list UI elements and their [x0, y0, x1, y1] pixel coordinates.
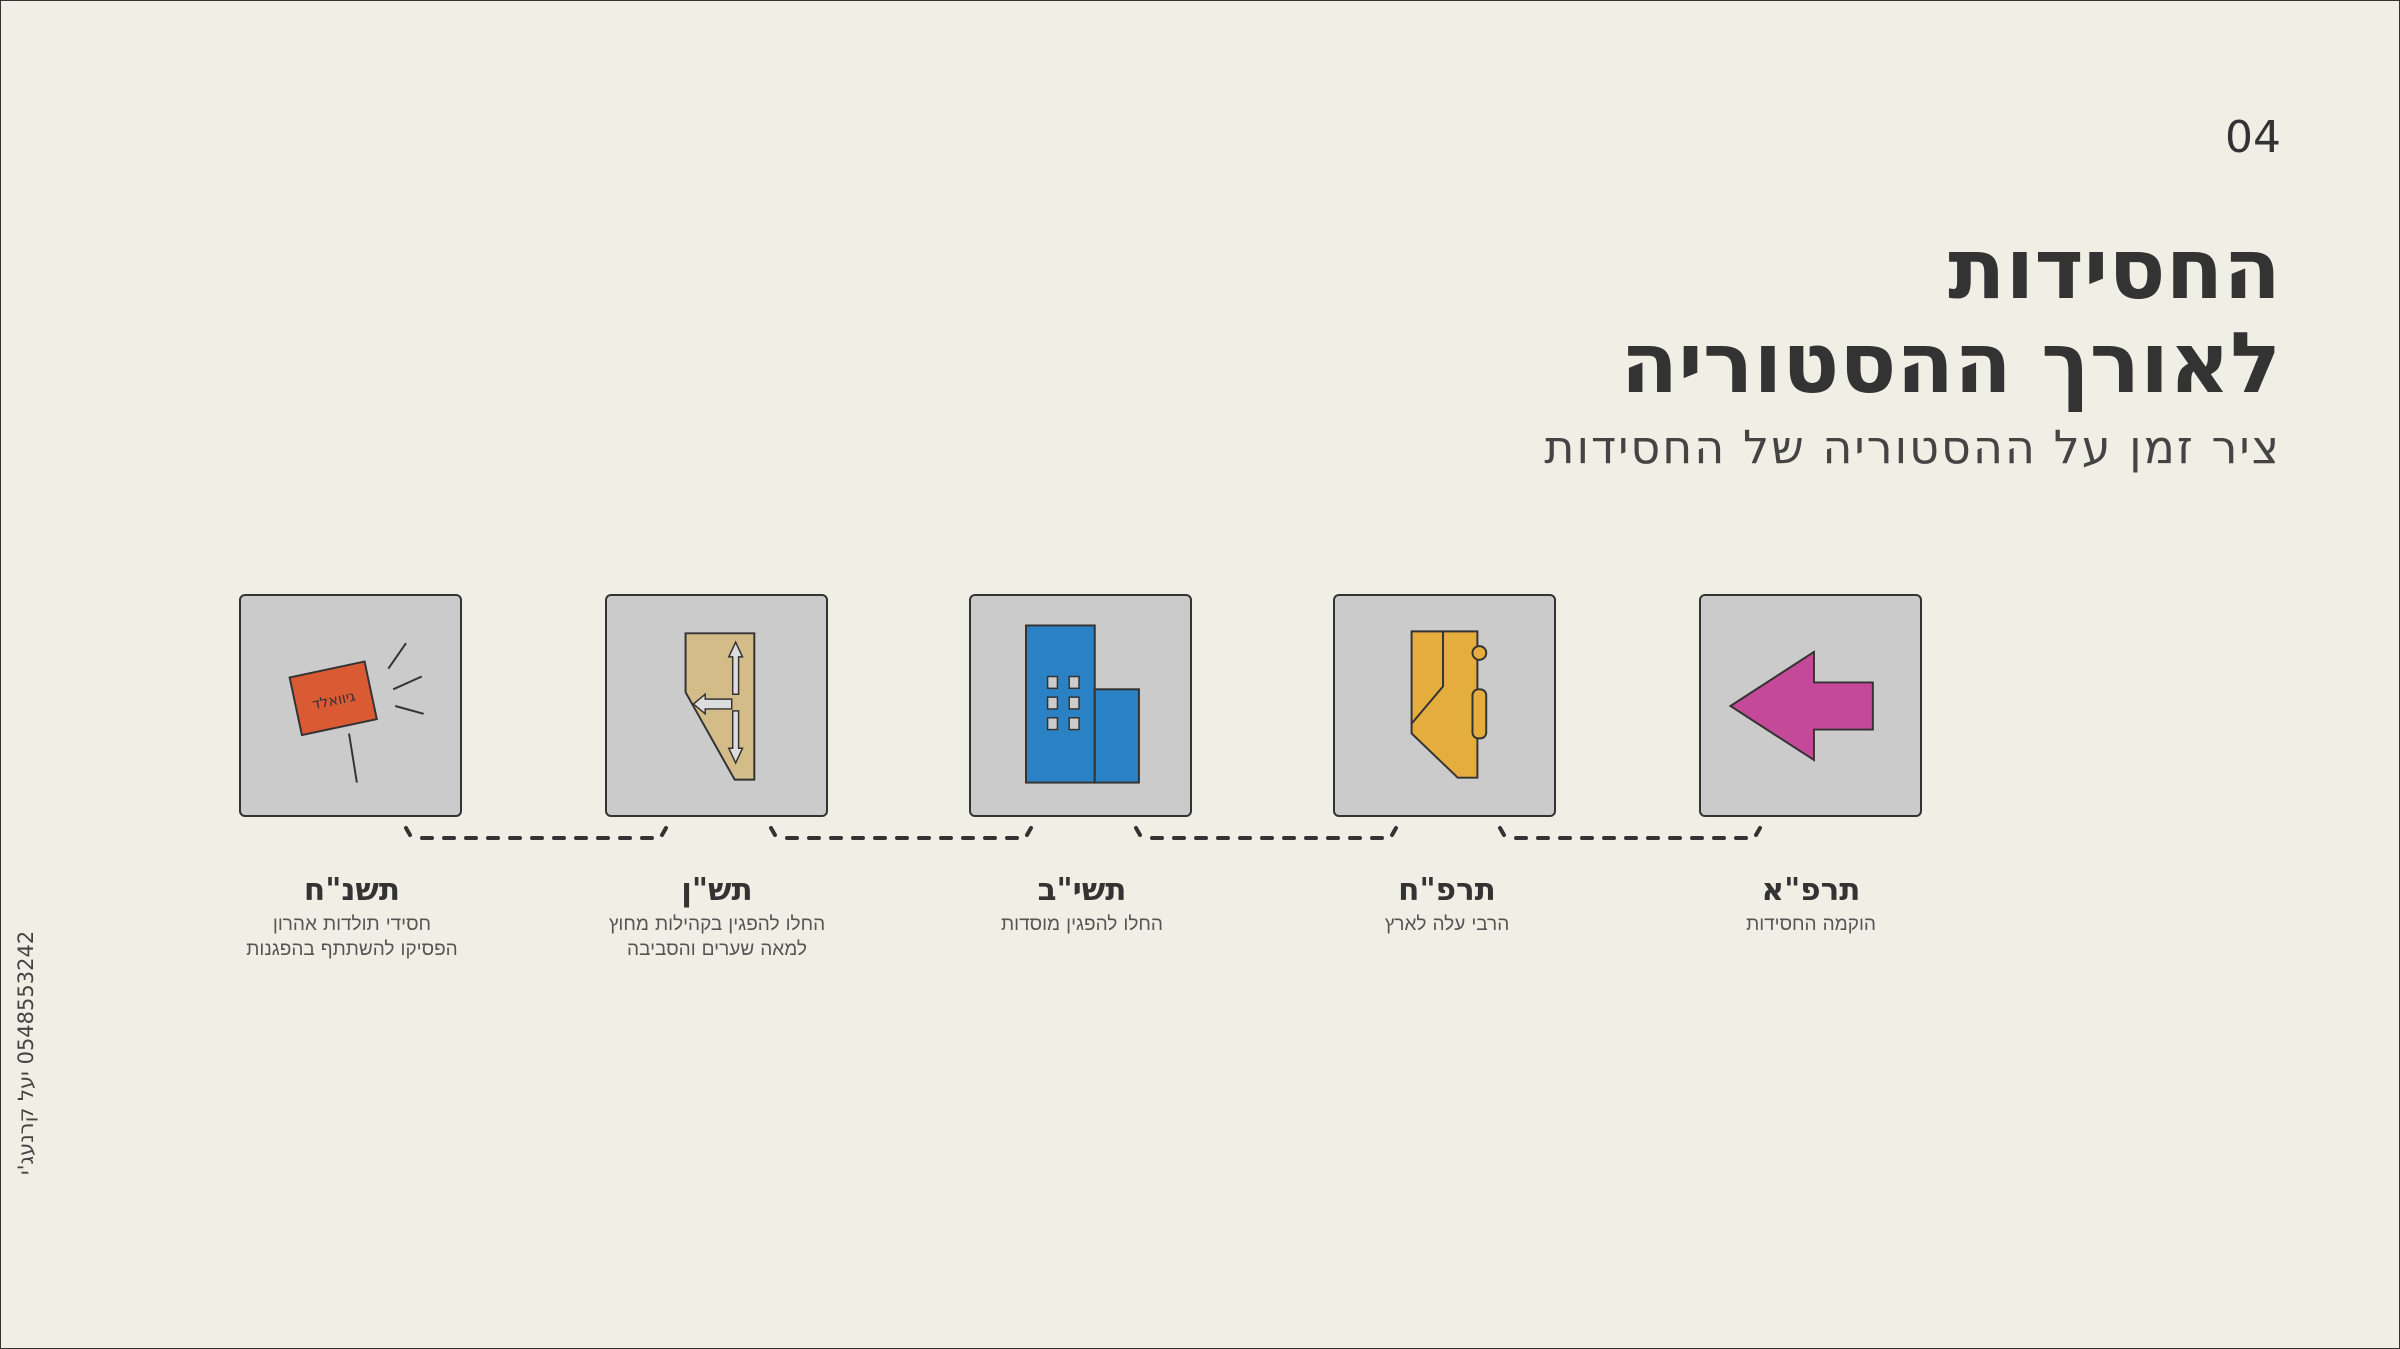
desc-line: הרבי עלה לארץ: [1384, 913, 1510, 935]
page-title: החסידות לאורך ההסטוריה: [1620, 222, 2281, 410]
timeline-box-2: [1333, 594, 1556, 817]
author-phone: 0548553242: [14, 930, 38, 1065]
desc-line: החלו להפגין מוסדות: [1001, 913, 1163, 935]
desc-line: הוקמה החסידות: [1746, 913, 1876, 935]
timeline-box-5: גיוואלד: [239, 594, 462, 817]
title-line-2: לאורך ההסטוריה: [1620, 314, 2281, 412]
timeline-box-4: [605, 594, 828, 817]
door-icon: [1410, 630, 1488, 779]
timeline-year-5: תשנ"ח: [303, 872, 401, 908]
timeline-desc-3: החלו להפגין מוסדות: [902, 912, 1262, 937]
timeline-connectors: [404, 826, 1762, 840]
timeline-desc-1: הוקמה החסידות: [1631, 912, 1991, 937]
arrow-left-icon: [1728, 650, 1874, 762]
protest-sign-icon: גיוואלד: [288, 642, 424, 783]
timeline-year-3: תשי"ב: [1037, 872, 1127, 908]
author-credit: 0548553242 יעל קרנעג'י: [14, 931, 38, 1175]
timeline-box-1: [1699, 594, 1922, 817]
desc-line: החלו להפגין בקהילות מחוץ: [608, 913, 826, 935]
page-subtitle: ציר זמן על ההסטוריה של החסידות: [1544, 420, 2281, 474]
desc-line: חסידי תולדות אהרון: [272, 913, 432, 935]
timeline-desc-2: הרבי עלה לארץ: [1267, 912, 1627, 937]
desc-line: הפסיקו להשתתף בהפגנות: [246, 938, 458, 960]
map-directions-icon: [684, 632, 756, 781]
desc-line: למאה שערים והסביבה: [627, 938, 807, 960]
slide-number: 04: [2225, 112, 2281, 163]
title-line-1: החסידות: [1948, 220, 2281, 318]
timeline-year-2: תרפ"ח: [1398, 872, 1496, 908]
timeline-desc-4: החלו להפגין בקהילות מחוץ למאה שערים והסבי…: [537, 912, 897, 962]
timeline-desc-5: חסידי תולדות אהרון הפסיקו להשתתף בהפגנות: [172, 912, 532, 962]
timeline-box-3: [969, 594, 1192, 817]
timeline-year-4: תש"ן: [681, 872, 753, 908]
building-icon: [1025, 624, 1140, 784]
timeline-year-1: תרפ"א: [1761, 872, 1861, 908]
author-name: יעל קרנעג'י: [14, 1071, 38, 1175]
